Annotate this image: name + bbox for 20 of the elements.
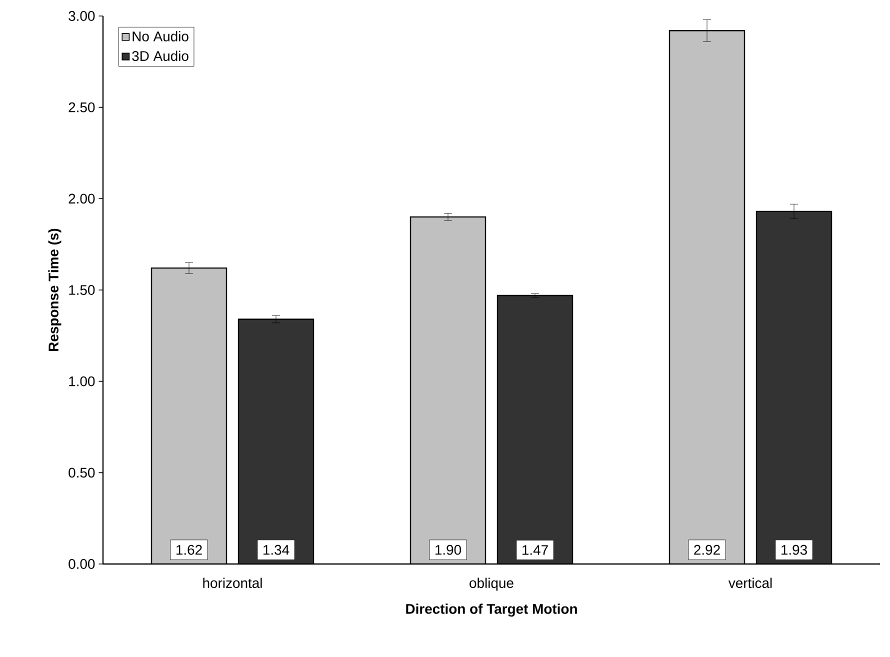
data-label: 1.93 [781, 544, 807, 555]
x-axis-title: Direction of Target Motion [406, 604, 577, 617]
data-label: 1.34 [263, 544, 290, 555]
data-label: 1.90 [435, 544, 462, 555]
data-label: 2.92 [694, 544, 720, 555]
data-label: 1.47 [522, 545, 548, 555]
y-tick-label: 0.50 [68, 468, 95, 478]
y-tick-label: 3.00 [68, 11, 95, 21]
y-tick-label: 1.00 [69, 376, 95, 386]
legend-label: 3D Audio [132, 50, 188, 61]
data-label: 1.62 [176, 544, 202, 555]
x-tick-label: vertical [728, 578, 772, 588]
x-tick-label: horizontal [203, 578, 262, 588]
y-tick-label: 2.50 [68, 102, 95, 112]
y-axis-title: Response Time (s) [48, 228, 62, 351]
legend-label: No Audio [132, 31, 188, 42]
y-tick-label: 2.00 [68, 194, 95, 204]
y-tick-label: 0.00 [68, 559, 95, 569]
y-tick-label: 1.50 [69, 285, 95, 295]
x-tick-label: oblique [470, 578, 514, 591]
